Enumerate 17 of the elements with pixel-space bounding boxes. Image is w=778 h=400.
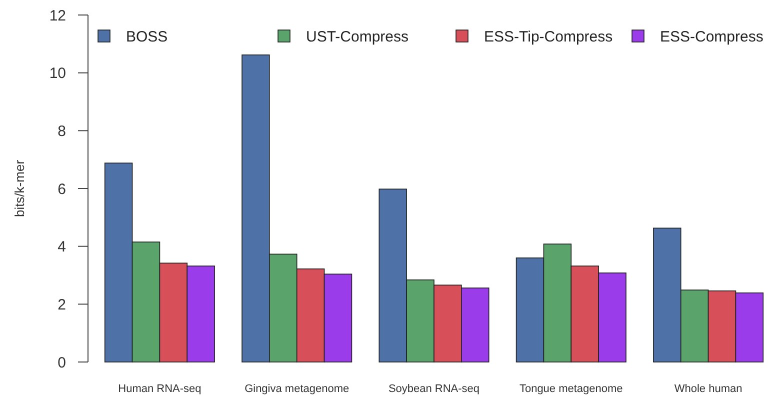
y-axis-title: bits/k-mer bbox=[12, 159, 27, 218]
y-tick-label: 8 bbox=[58, 122, 66, 140]
x-tick-label: Human RNA-seq bbox=[118, 383, 202, 395]
y-tick-label: 4 bbox=[58, 238, 66, 256]
y-tick-label: 12 bbox=[49, 7, 66, 24]
legend-label: BOSS bbox=[126, 28, 168, 46]
x-tick-label: Whole human bbox=[674, 383, 742, 395]
legend-label: UST-Compress bbox=[306, 28, 409, 46]
legend-label: ESS-Tip-Compress bbox=[484, 28, 613, 46]
x-tick-label: Gingiva metagenome bbox=[244, 383, 350, 395]
y-tick-label: 2 bbox=[58, 296, 66, 314]
x-tick-label: Tongue metagenome bbox=[519, 383, 623, 395]
legend-label: ESS-Compress bbox=[660, 28, 764, 46]
y-tick-label: 10 bbox=[49, 65, 66, 82]
x-tick-label: Soybean RNA-seq bbox=[388, 383, 480, 395]
y-tick-label: 6 bbox=[58, 180, 66, 198]
y-tick-label: 0 bbox=[58, 354, 66, 372]
